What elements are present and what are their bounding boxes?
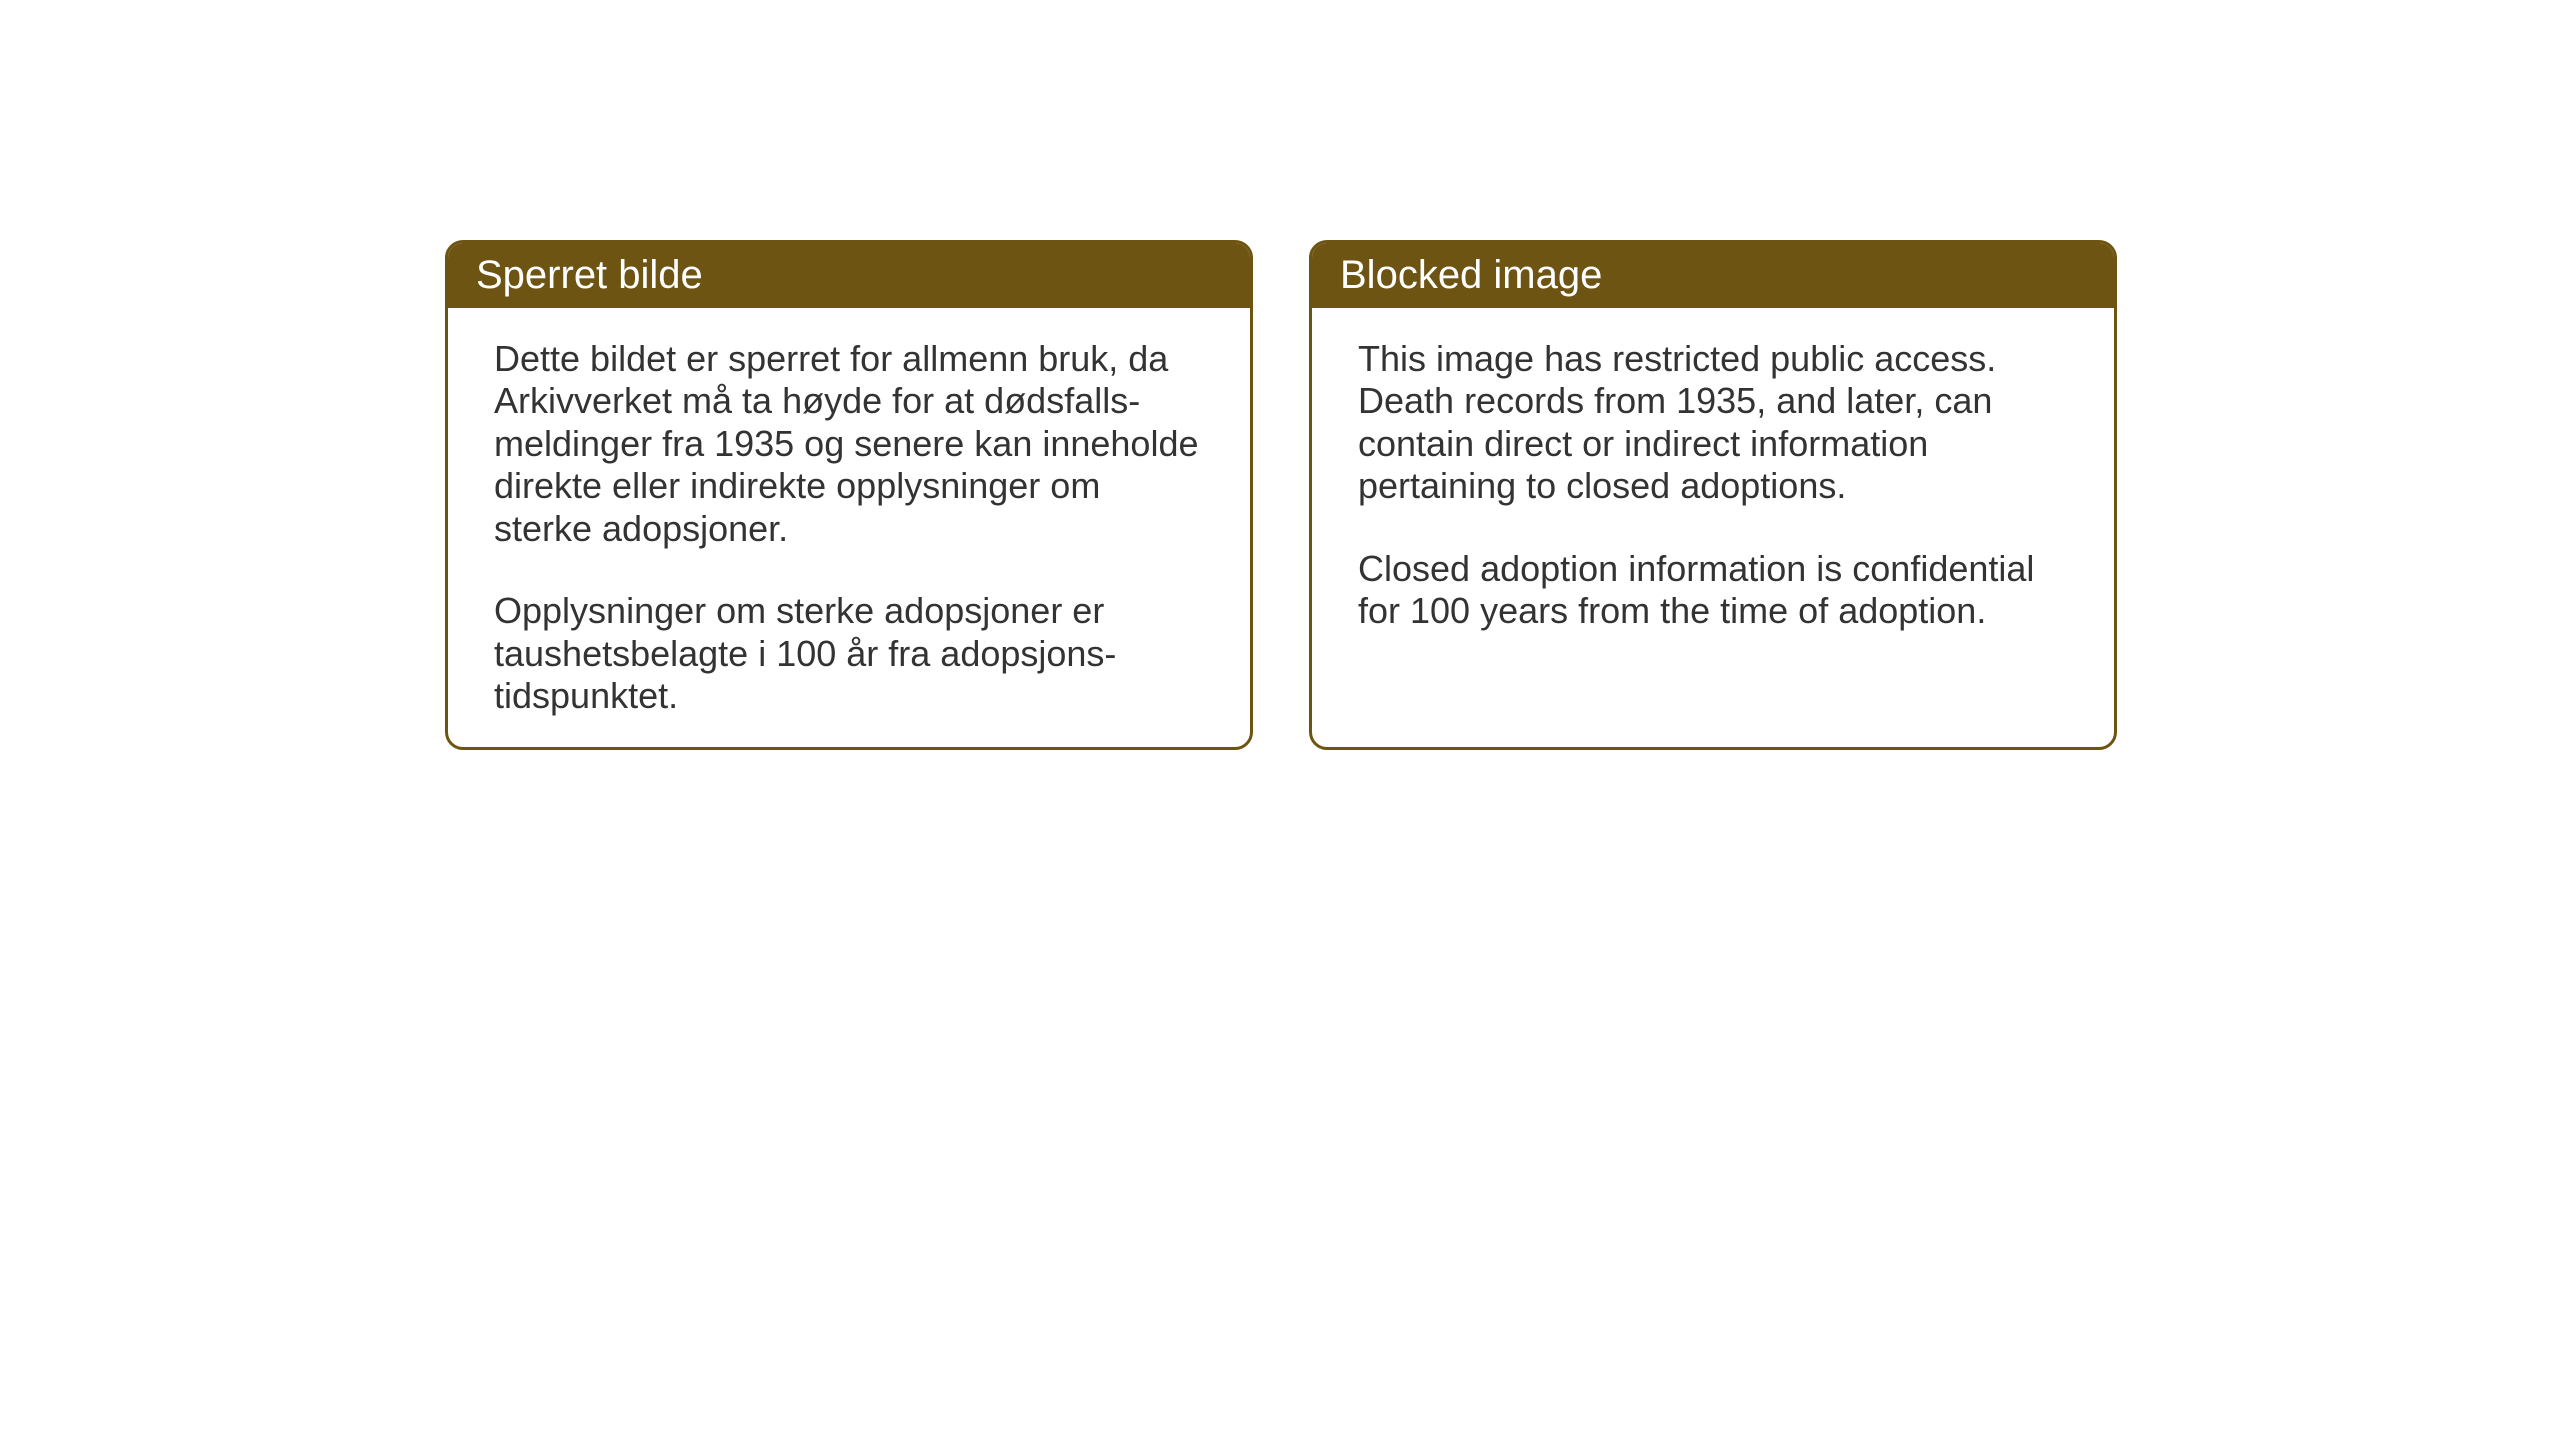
notice-cards-container: Sperret bilde Dette bildet er sperret fo… (445, 240, 2117, 750)
english-card-body: This image has restricted public access.… (1312, 308, 2114, 663)
norwegian-card-body: Dette bildet er sperret for allmenn bruk… (448, 308, 1250, 748)
norwegian-paragraph-1: Dette bildet er sperret for allmenn bruk… (494, 338, 1204, 550)
english-notice-card: Blocked image This image has restricted … (1309, 240, 2117, 750)
norwegian-card-header: Sperret bilde (448, 243, 1250, 308)
english-paragraph-1: This image has restricted public access.… (1358, 338, 2068, 508)
english-paragraph-2: Closed adoption information is confident… (1358, 548, 2068, 633)
english-card-header: Blocked image (1312, 243, 2114, 308)
norwegian-card-title: Sperret bilde (476, 253, 703, 297)
english-card-title: Blocked image (1340, 253, 1602, 297)
norwegian-notice-card: Sperret bilde Dette bildet er sperret fo… (445, 240, 1253, 750)
norwegian-paragraph-2: Opplysninger om sterke adopsjoner er tau… (494, 590, 1204, 717)
